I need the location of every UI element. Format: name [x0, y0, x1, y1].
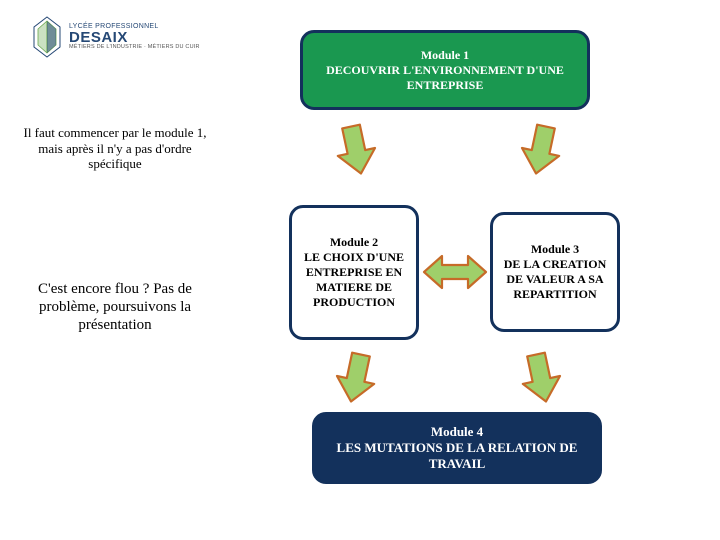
module-3-title: Module 3: [531, 242, 579, 256]
logo-subtitle-bottom: MÉTIERS DE L'INDUSTRIE · MÉTIERS DU CUIR: [69, 45, 200, 51]
module-4-text: LES MUTATIONS DE LA RELATION DE TRAVAIL: [337, 440, 578, 471]
module-2-title: Module 2: [330, 235, 378, 249]
module-1-box: Module 1 DECOUVRIR L'ENVIRONNEMENT D'UNE…: [300, 30, 590, 110]
module-4-title: Module 4: [431, 424, 483, 439]
arrow-down-icon: [328, 118, 385, 182]
logo-mark-icon: [30, 15, 64, 59]
side-text-2: C'est encore flou ? Pas de problème, pou…: [25, 280, 205, 334]
module-1-text: DECOUVRIR L'ENVIRONNEMENT D'UNE ENTREPRI…: [326, 63, 564, 92]
side-text-1: Il faut commencer par le module 1, mais …: [15, 125, 215, 172]
logo: LYCÉE PROFESSIONNEL DESAIX MÉTIERS DE L'…: [30, 15, 200, 59]
module-3-box: Module 3 DE LA CREATION DE VALEUR A SA R…: [490, 212, 620, 332]
arrow-down-icon: [513, 346, 570, 410]
logo-text: LYCÉE PROFESSIONNEL DESAIX MÉTIERS DE L'…: [69, 23, 200, 51]
arrow-down-icon: [513, 118, 570, 182]
arrow-bidirectional-icon: [420, 252, 490, 292]
module-2-text: LE CHOIX D'UNE ENTREPRISE EN MATIERE DE …: [304, 250, 404, 309]
module-1-title: Module 1: [421, 48, 469, 62]
module-2-box: Module 2 LE CHOIX D'UNE ENTREPRISE EN MA…: [289, 205, 419, 340]
arrow-down-icon: [328, 346, 385, 410]
logo-title: DESAIX: [69, 30, 200, 45]
module-4-box: Module 4 LES MUTATIONS DE LA RELATION DE…: [312, 412, 602, 484]
module-3-text: DE LA CREATION DE VALEUR A SA REPARTITIO…: [504, 257, 606, 301]
